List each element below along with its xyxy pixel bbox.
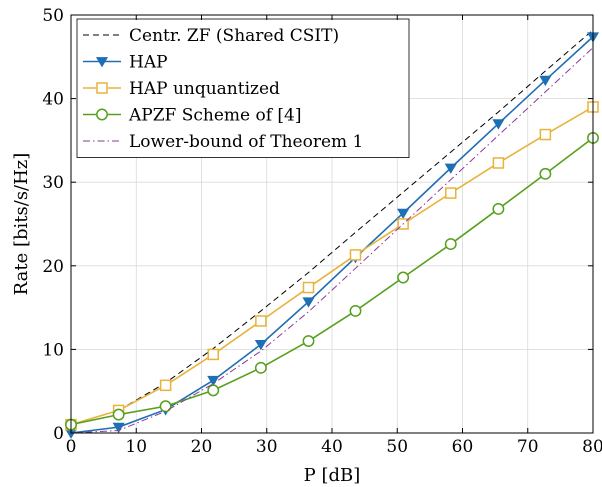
data-point <box>539 128 552 141</box>
x-tick-label: 40 <box>321 437 343 457</box>
data-point <box>302 281 315 294</box>
data-point <box>445 187 457 199</box>
legend-entry: Lower-bound of Theorem 1 <box>83 132 363 152</box>
x-tick-label: 20 <box>191 437 213 457</box>
x-tick-label: 10 <box>125 437 147 457</box>
series-line <box>70 36 594 434</box>
x-tick-label: 0 <box>66 437 77 457</box>
legend-box <box>76 18 410 158</box>
data-point <box>444 163 457 174</box>
y-tick-label: 50 <box>42 6 64 26</box>
axes: 0 10 20 30 40 50 60 70 80 0 10 20 30 40 50 <box>42 6 602 457</box>
y-tick-label: 40 <box>42 90 64 110</box>
data-point <box>254 339 267 351</box>
data-point <box>539 75 552 87</box>
data-point <box>444 238 457 251</box>
series-line <box>70 106 594 426</box>
data-point <box>302 297 315 308</box>
legend-entry: HAP unquantized <box>83 79 280 99</box>
data-point <box>96 82 108 94</box>
series-line <box>70 137 594 426</box>
series-4 <box>70 47 594 434</box>
data-point <box>96 108 108 121</box>
data-point <box>539 167 552 180</box>
legend: Centr. ZF (Shared CSIT) HAP HAP unquantize… <box>76 18 410 158</box>
data-point <box>349 249 362 261</box>
y-axis-label: Rate [bits/s/Hz] <box>11 153 32 296</box>
data-point <box>207 348 219 361</box>
data-point <box>492 203 505 215</box>
data-point <box>112 422 125 434</box>
y-tick-label: 30 <box>42 173 64 193</box>
data-point <box>397 271 410 284</box>
data-point <box>159 379 172 392</box>
data-point <box>302 335 315 347</box>
data-point <box>254 361 267 374</box>
x-axis-label: P [dB] <box>304 465 361 486</box>
y-tick-label: 20 <box>42 257 64 277</box>
data-point <box>492 157 505 169</box>
legend-label: Lower-bound of Theorem 1 <box>129 132 363 152</box>
x-tick-label: 70 <box>517 437 539 457</box>
data-point <box>112 408 125 421</box>
series-line <box>70 29 594 426</box>
data-point <box>492 119 505 130</box>
series-0 <box>70 29 594 426</box>
data-point <box>207 384 220 397</box>
data-point <box>95 57 109 68</box>
y-tick-label: 0 <box>53 424 64 444</box>
y-tick-label: 10 <box>42 340 64 360</box>
data-point <box>349 304 362 317</box>
legend-label: HAP unquantized <box>129 79 280 99</box>
data-point <box>159 400 172 413</box>
legend-entry: APZF Scheme of [4] <box>83 106 302 126</box>
legend-label: Centr. ZF (Shared CSIT) <box>129 26 339 46</box>
data-point <box>207 375 220 387</box>
x-tick-label: 80 <box>582 437 602 457</box>
legend-label: HAP <box>129 53 168 73</box>
data-point <box>255 315 267 327</box>
legend-entry: Centr. ZF (Shared CSIT) <box>83 26 339 46</box>
series-lines <box>64 29 600 439</box>
x-tick-label: 60 <box>452 437 474 457</box>
series-line <box>70 47 594 434</box>
legend-label: APZF Scheme of [4] <box>128 106 302 126</box>
x-tick-label: 50 <box>386 437 408 457</box>
x-tick-label: 30 <box>256 437 278 457</box>
data-point <box>397 208 410 220</box>
legend-entry: HAP <box>83 53 168 73</box>
